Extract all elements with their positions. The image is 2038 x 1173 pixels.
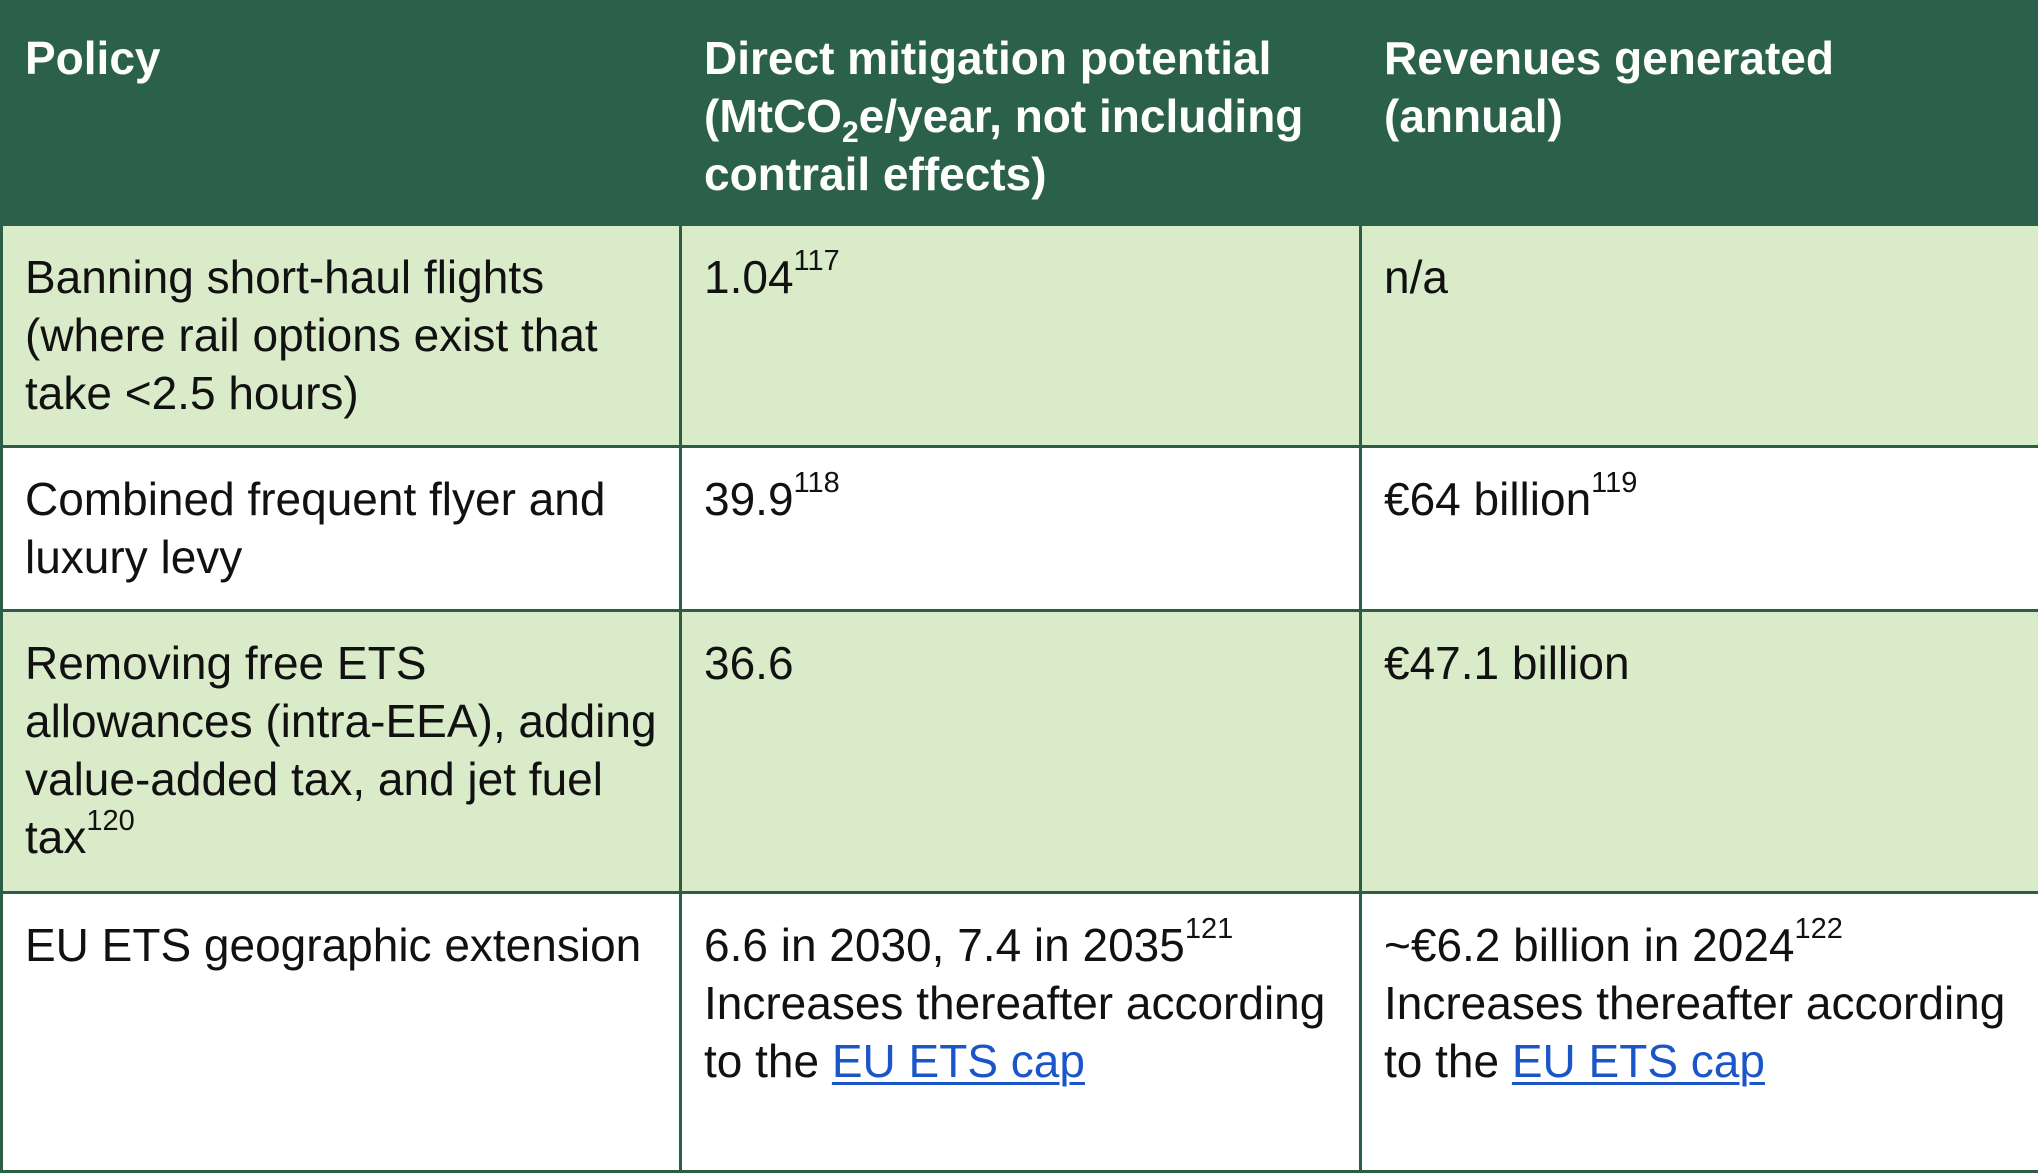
table-row: Combined frequent flyer and luxury levy … [2,447,2038,611]
policy-text: Combined frequent flyer and luxury levy [25,473,605,583]
eu-ets-cap-link[interactable]: EU ETS cap [832,1035,1085,1087]
mitigation-value-line: 6.6 in 2030, 7.4 in 2035121 [704,916,1337,974]
table-row: EU ETS geographic extension 6.6 in 2030,… [2,893,2038,1172]
mitigation-value: 6.6 in 2030, 7.4 in 2035 [704,919,1185,971]
cell-mitigation: 1.04117 [681,225,1361,447]
cell-mitigation: 36.6 [681,611,1361,893]
header-mitigation: Direct mitigation potential (MtCO2e/year… [681,2,1361,225]
table-header-row: Policy Direct mitigation potential (MtCO… [2,2,2038,225]
revenue-value: €64 billion [1384,473,1591,525]
footnote-ref[interactable]: 118 [794,467,840,499]
header-revenues-label: Revenues generated (annual) [1384,32,1834,142]
revenue-value: €47.1 billion [1384,637,1630,689]
footnote-ref[interactable]: 117 [794,245,840,277]
table-row: Banning short-haul flights (where rail o… [2,225,2038,447]
header-mitigation-subscript: 2 [842,116,859,149]
revenue-value-line: ~€6.2 billion in 2024122 [1384,916,2016,974]
header-policy-label: Policy [25,32,161,84]
header-revenues: Revenues generated (annual) [1361,2,2038,225]
eu-ets-cap-link[interactable]: EU ETS cap [1512,1035,1765,1087]
policy-text: Banning short-haul flights (where rail o… [25,251,598,419]
cell-policy: Combined frequent flyer and luxury levy [2,447,681,611]
cell-revenue: €47.1 billion [1361,611,2038,893]
cell-policy: Banning short-haul flights (where rail o… [2,225,681,447]
revenue-value: n/a [1384,251,1448,303]
table-row: Removing free ETS allowances (intra-EEA)… [2,611,2038,893]
mitigation-value: 39.9 [704,473,794,525]
cell-revenue: €64 billion119 [1361,447,2038,611]
footnote-ref[interactable]: 120 [86,805,134,837]
footnote-ref[interactable]: 119 [1591,467,1637,499]
mitigation-value: 36.6 [704,637,794,689]
cell-mitigation: 39.9118 [681,447,1361,611]
cell-policy: Removing free ETS allowances (intra-EEA)… [2,611,681,893]
header-policy: Policy [2,2,681,225]
revenue-value: ~€6.2 billion in 2024 [1384,919,1795,971]
footnote-ref[interactable]: 122 [1795,913,1843,945]
cell-policy: EU ETS geographic extension [2,893,681,1172]
cell-revenue: n/a [1361,225,2038,447]
footnote-ref[interactable]: 121 [1185,913,1233,945]
policy-text: EU ETS geographic extension [25,919,641,971]
mitigation-value: 1.04 [704,251,794,303]
